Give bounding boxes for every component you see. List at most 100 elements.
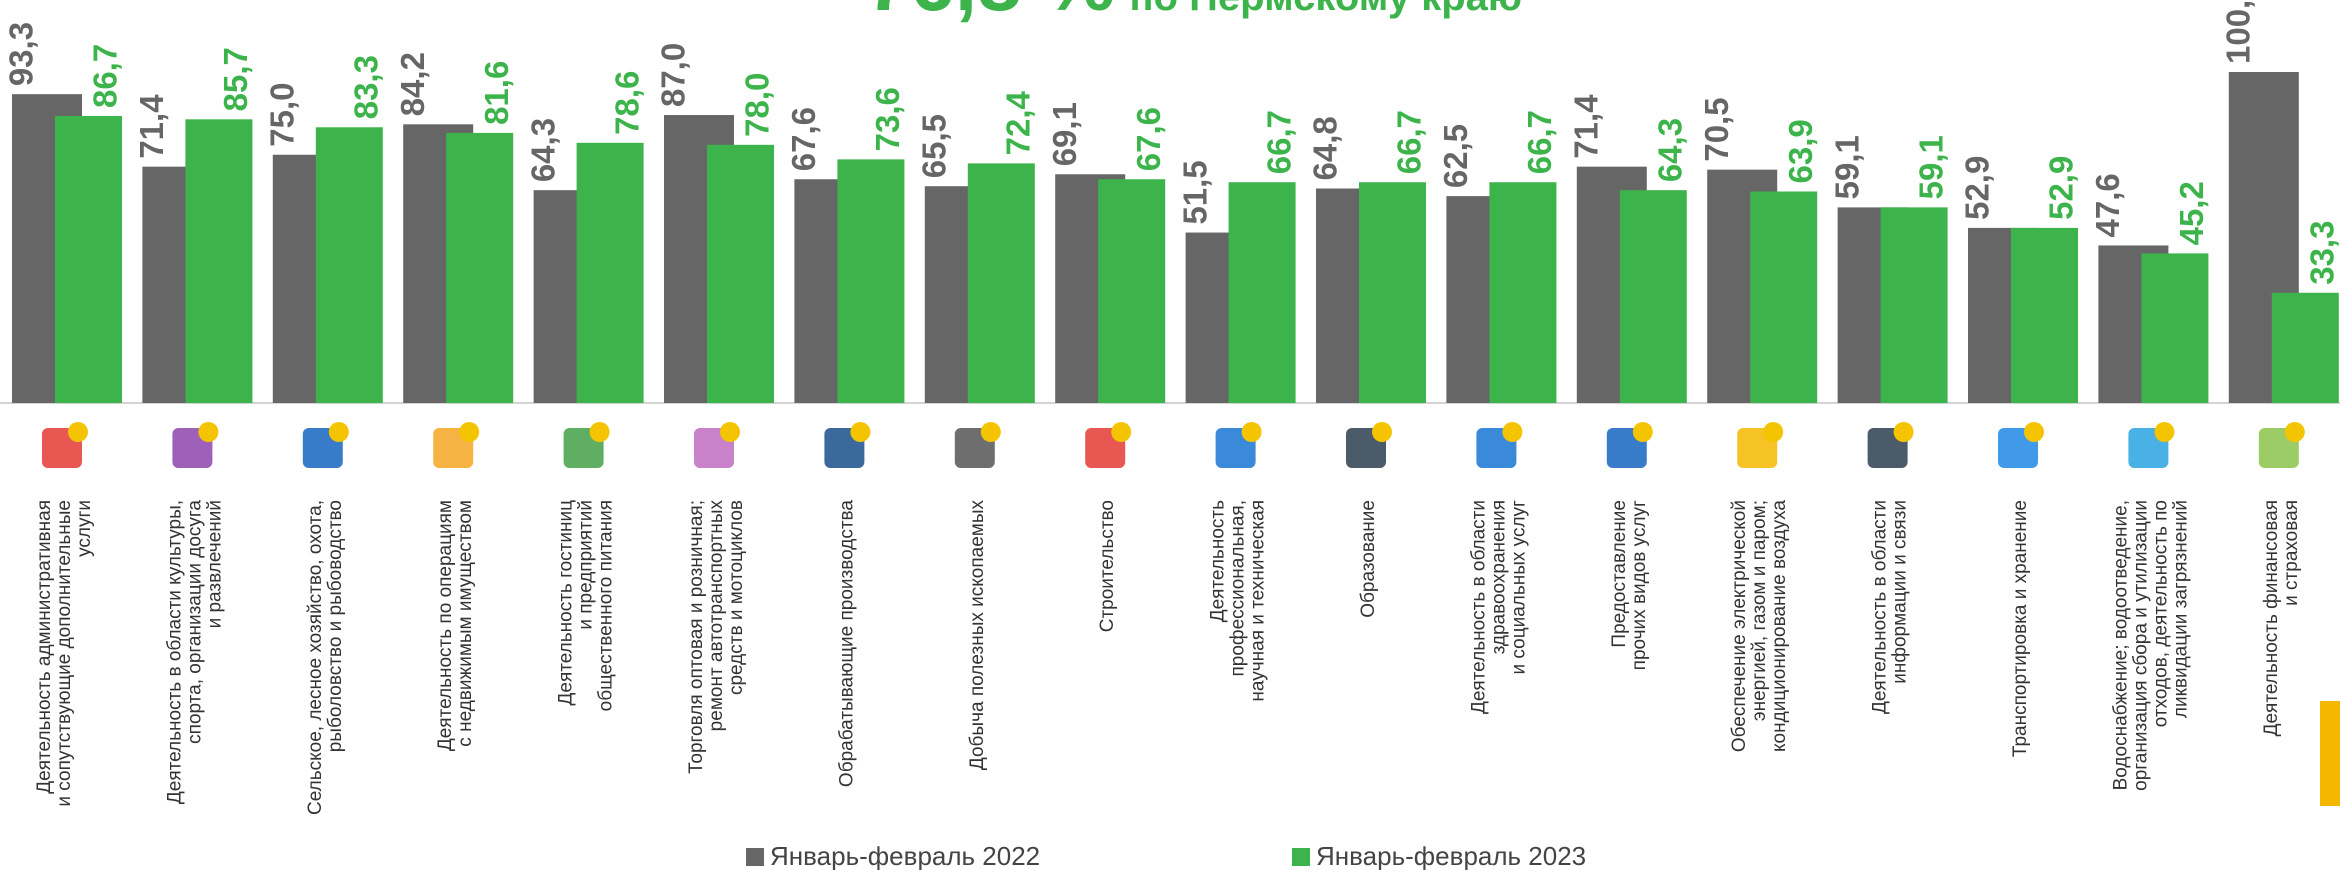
- value-label: 62,5: [1437, 124, 1474, 188]
- category-icon-accent: [981, 422, 1001, 442]
- x-tick-label-line: энергией, газом и паром;: [1749, 500, 1770, 721]
- x-tick-label-line: Деятельность в области: [1468, 500, 1489, 714]
- value-label: 78,0: [739, 73, 776, 137]
- x-tick-label-line: научная и техническая: [1248, 500, 1269, 702]
- x-tick-label: Строительство: [1097, 500, 1118, 632]
- x-tick-label-line: Деятельность административная: [34, 500, 55, 794]
- bar: [316, 127, 383, 403]
- x-tick-label-line: и сопутствующие дополнительные: [54, 500, 75, 807]
- x-tick-label-line: общественного питания: [596, 500, 617, 711]
- category-icon-accent: [1372, 422, 1392, 442]
- legend-swatch: [1292, 848, 1310, 866]
- x-tick-label: Деятельность административнаяи сопутству…: [34, 500, 95, 807]
- x-tick-label: Транспортировка и хранение: [2010, 500, 2031, 757]
- value-label: 83,3: [348, 55, 385, 119]
- legend-label: Январь-февраль 2022: [770, 841, 1040, 870]
- bar: [968, 163, 1035, 403]
- x-tick-label-line: Деятельность по операциям: [435, 500, 456, 751]
- x-tick-label-line: Предоставление: [1609, 500, 1630, 648]
- bar: [1881, 207, 1948, 403]
- x-tick-label-line: Деятельность финансовая: [2261, 500, 2282, 736]
- category-icon-accent: [590, 422, 610, 442]
- x-tick-label-line: Деятельность в области культуры,: [164, 500, 185, 804]
- value-label: 70,5: [1698, 97, 1735, 161]
- x-tick-label-line: с недвижимым имуществом: [455, 500, 476, 747]
- x-tick-label-line: Водоснабжение; водоотведение,: [2110, 500, 2131, 790]
- bar: [1098, 179, 1165, 403]
- value-label: 85,7: [217, 47, 254, 111]
- x-tick-label: Деятельность гостиници предприятийобщест…: [556, 500, 617, 711]
- x-tick-label-line: Образование: [1358, 500, 1379, 618]
- bar: [1229, 182, 1296, 403]
- decor-bar: [2320, 701, 2340, 806]
- value-label: 84,2: [394, 52, 431, 116]
- value-label: 81,6: [478, 61, 515, 125]
- bar: [2272, 293, 2339, 403]
- value-label: 47,6: [2089, 173, 2126, 237]
- x-tick-label: Деятельность в областиинформации и связи: [1870, 500, 1911, 714]
- category-icon-accent: [68, 422, 88, 442]
- bar: [185, 119, 252, 403]
- chart-title-group: 76,8 % по Пермскому краю: [866, 0, 1522, 27]
- bar: [577, 143, 644, 403]
- x-tick-label-line: прочих видов услуг: [1629, 500, 1650, 670]
- value-label: 69,1: [1046, 102, 1083, 166]
- value-label: 45,2: [2173, 181, 2210, 245]
- x-tick-label: Торговля оптовая и розничная;ремонт авто…: [686, 500, 747, 774]
- category-icon-accent: [459, 422, 479, 442]
- value-label: 78,6: [608, 71, 645, 135]
- x-tick-label-line: ликвидации загрязнений: [2170, 500, 2191, 718]
- chart-title-value: 76,8 %: [866, 0, 1115, 27]
- x-tick-label: Деятельность в областиздравоохраненияи с…: [1468, 500, 1529, 714]
- x-tick-label-line: Торговля оптовая и розничная;: [686, 500, 707, 774]
- x-tick-label-line: и страховая: [2281, 500, 2302, 606]
- category-icon-accent: [1111, 422, 1131, 442]
- category-icon-accent: [329, 422, 349, 442]
- x-tick-label: Деятельностьпрофессиональная,научная и т…: [1208, 500, 1269, 702]
- category-icon-accent: [1502, 422, 1522, 442]
- value-label: 63,9: [1782, 119, 1819, 183]
- bar: [55, 116, 122, 403]
- x-tick-label-line: информации и связи: [1890, 500, 1911, 684]
- category-icon-accent: [2285, 422, 2305, 442]
- value-label: 52,9: [2043, 156, 2080, 220]
- bar: [1359, 182, 1426, 403]
- category-icon-accent: [1763, 422, 1783, 442]
- bar: [1750, 191, 1817, 403]
- x-tick-label-line: Добыча полезных ископаемых: [967, 500, 988, 771]
- category-icon-accent: [2024, 422, 2044, 442]
- value-label: 66,7: [1391, 110, 1428, 174]
- x-tick-label: Предоставлениепрочих видов услуг: [1609, 500, 1650, 670]
- x-tick-label: Добыча полезных ископаемых: [967, 500, 988, 771]
- x-tick-label: Образование: [1358, 500, 1379, 618]
- x-tick-label-line: Строительство: [1097, 500, 1118, 632]
- legend-swatch: [746, 848, 764, 866]
- x-tick-label-line: Сельское, лесное хозяйство, охота,: [305, 500, 326, 815]
- value-label: 33,3: [2304, 221, 2340, 285]
- value-label: 51,5: [1176, 160, 1213, 224]
- value-label: 64,3: [1652, 118, 1689, 182]
- category-icon-accent: [198, 422, 218, 442]
- bar: [1489, 182, 1556, 403]
- x-tick-label-line: здравоохранения: [1488, 500, 1509, 654]
- value-label: 71,4: [1568, 94, 1605, 159]
- x-tick-label-line: кондиционирование воздуха: [1769, 500, 1790, 752]
- chart: 76,8 % по Пермскому краю 93,386,7Деятель…: [0, 0, 2340, 870]
- legend-label: Январь-февраль 2023: [1316, 841, 1586, 870]
- x-tick-label: Водоснабжение; водоотведение,организация…: [2110, 500, 2191, 791]
- x-tick-label: Деятельность по операциямс недвижимым им…: [435, 500, 476, 751]
- value-label: 52,9: [1959, 156, 1996, 220]
- x-tick-label: Обеспечение электрическойэнергией, газом…: [1729, 500, 1790, 753]
- value-label: 73,6: [869, 87, 906, 151]
- x-tick-label-line: Обеспечение электрической: [1729, 500, 1750, 752]
- x-tick-label: Деятельность в области культуры,спорта, …: [164, 500, 225, 805]
- x-tick-label-line: Деятельность: [1208, 500, 1229, 622]
- x-tick-label-line: Транспортировка и хранение: [2010, 500, 2031, 757]
- value-label: 87,0: [655, 43, 692, 107]
- x-tick-label-line: и предприятий: [576, 500, 597, 630]
- x-tick-label-line: рыболовство и рыбоводство: [325, 500, 346, 752]
- category-icon-accent: [1894, 422, 1914, 442]
- x-tick-label-line: отходов, деятельность по: [2150, 500, 2171, 727]
- value-label: 86,7: [87, 44, 124, 108]
- value-label: 64,3: [524, 118, 561, 182]
